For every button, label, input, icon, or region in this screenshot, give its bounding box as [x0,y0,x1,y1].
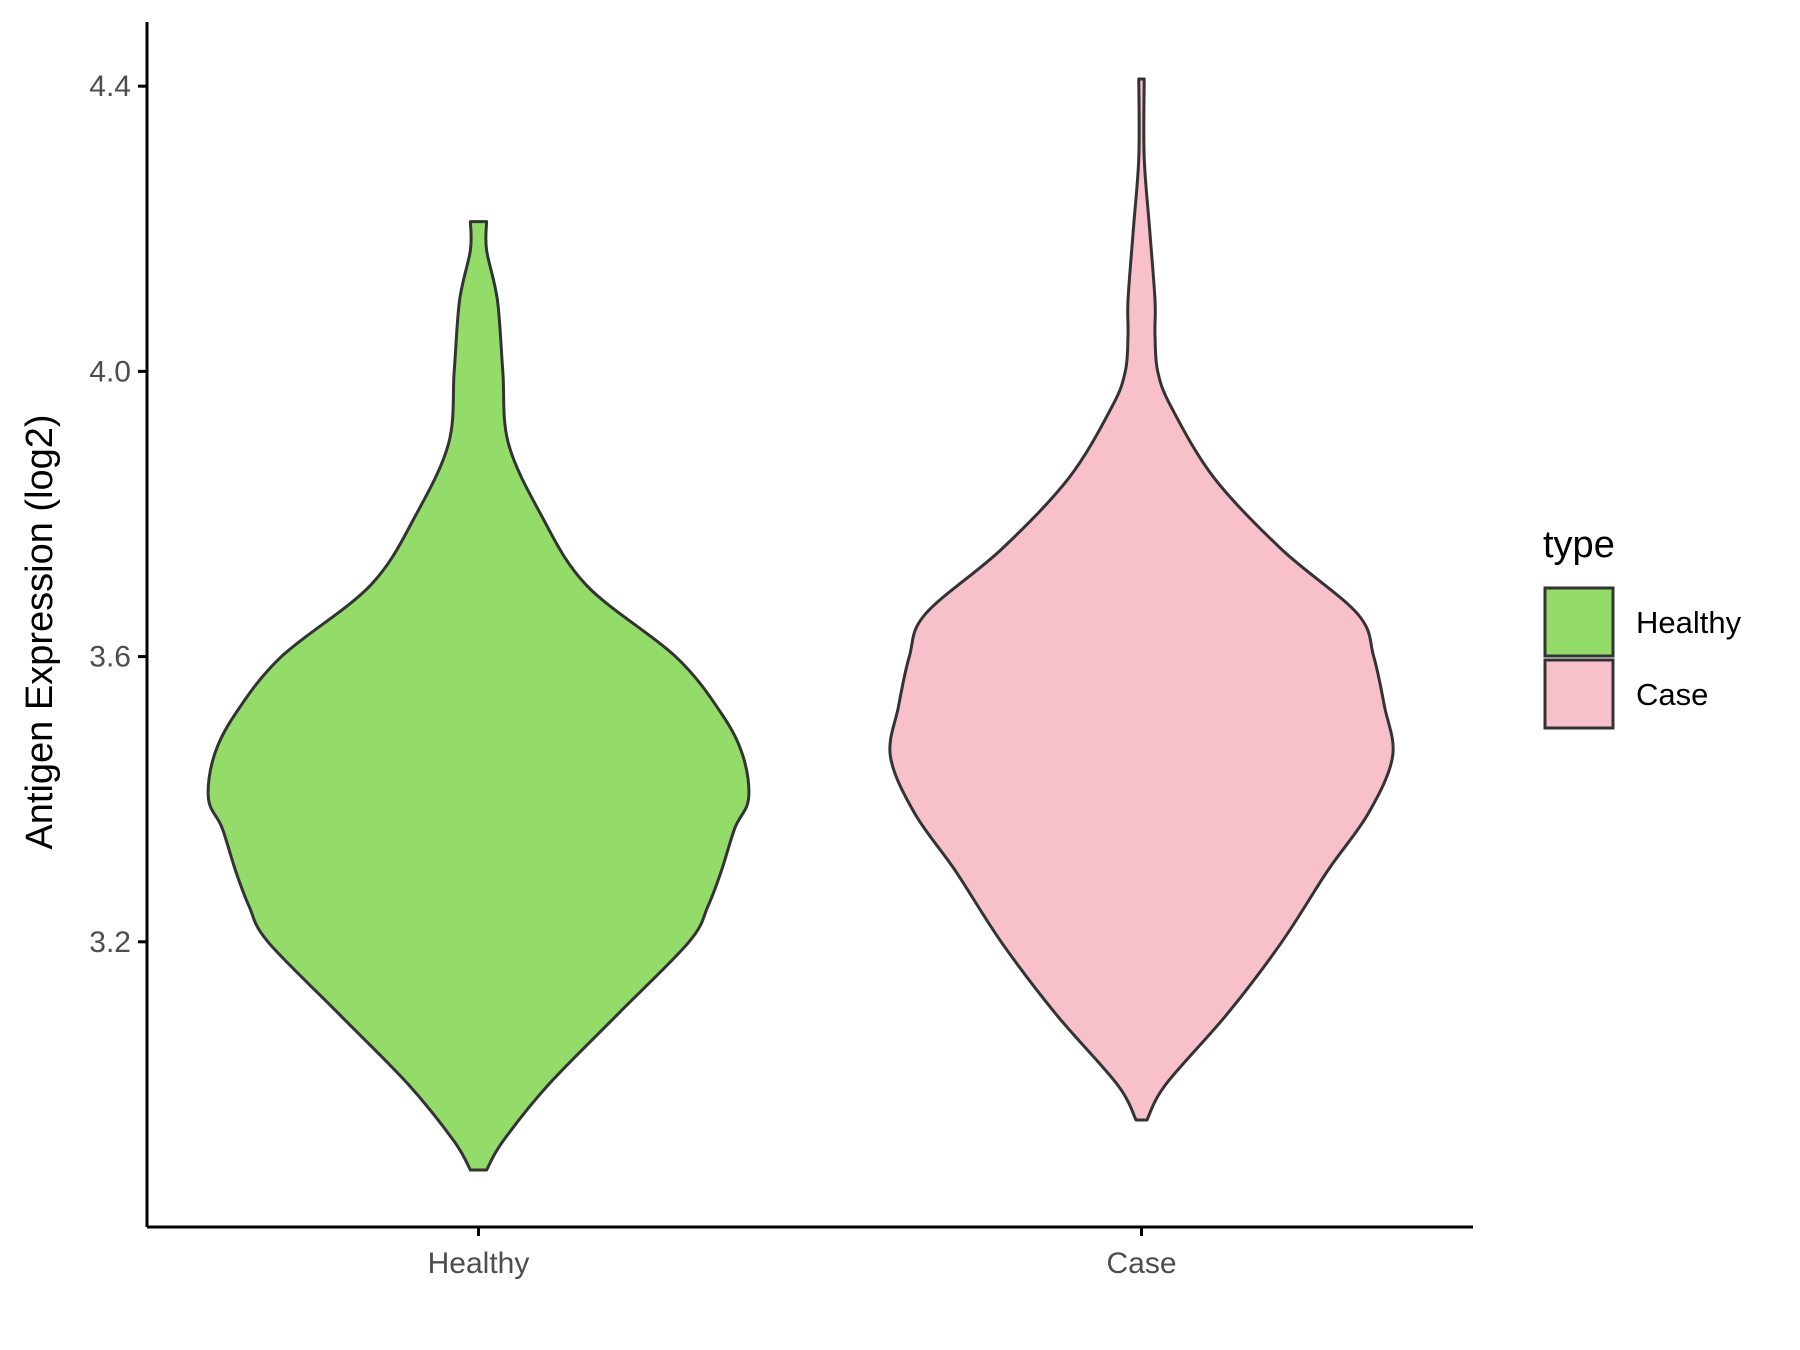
y-axis-title: Antigen Expression (log2) [19,414,61,849]
x-tick-label: Healthy [428,1247,530,1280]
y-tick-label: 4.4 [89,70,131,103]
y-tick-label: 3.2 [89,926,131,959]
legend-key-healthy [1543,586,1615,658]
violin-case [888,77,1395,1122]
legend-key-case [1543,658,1615,730]
x-axis-ticks: Healthy Case [428,1227,1177,1280]
legend-items: Healthy Case [1543,586,1742,730]
violin-healthy [206,220,751,1172]
legend-title: type [1543,524,1615,566]
legend-label-case: Case [1636,677,1708,712]
y-tick-label: 3.6 [89,641,131,674]
x-tick-label: Case [1106,1247,1176,1280]
violins-layer [206,77,1395,1172]
legend-label-healthy: Healthy [1636,605,1742,640]
legend: type Healthy Case [1543,524,1742,730]
y-tick-label: 4.0 [89,355,131,388]
y-axis-ticks: 3.2 3.6 4.0 4.4 [89,70,147,959]
